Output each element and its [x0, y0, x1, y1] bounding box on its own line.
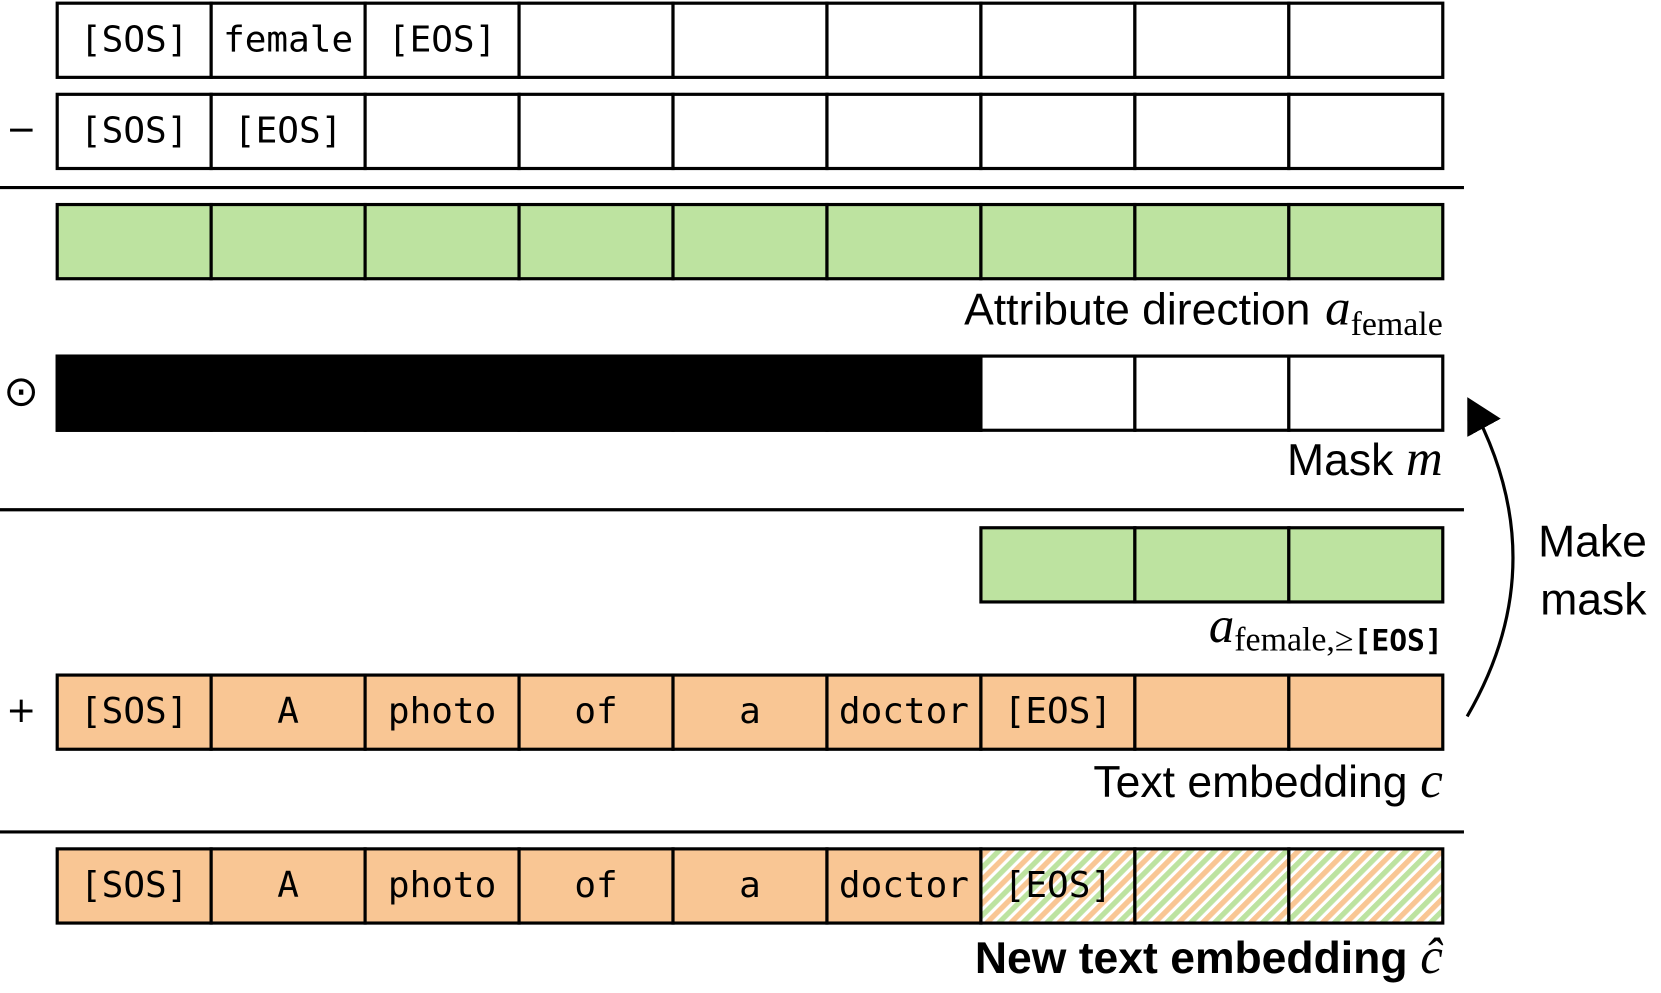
cell	[209, 673, 367, 751]
cell	[979, 92, 1137, 171]
cell	[1287, 847, 1445, 925]
cell	[1133, 202, 1291, 281]
cell	[825, 1, 983, 79]
token: [EOS]	[1004, 691, 1112, 732]
cell	[55, 92, 213, 171]
cell	[825, 202, 983, 281]
cell	[517, 202, 675, 281]
token: A	[277, 691, 299, 732]
token: [SOS]	[80, 691, 188, 732]
cell	[979, 1, 1137, 79]
token: [SOS]	[80, 110, 188, 151]
arrow-label: Make	[1538, 517, 1647, 566]
cell	[825, 847, 983, 925]
arrow-label: mask	[1540, 576, 1647, 625]
cell	[209, 202, 367, 281]
cell	[979, 202, 1137, 281]
cell	[363, 673, 521, 751]
token: photo	[388, 865, 496, 906]
cell	[671, 847, 829, 925]
cell	[55, 847, 213, 925]
token: photo	[388, 691, 496, 732]
cell	[209, 1, 367, 79]
cell	[1287, 92, 1445, 171]
cell	[363, 202, 521, 281]
token: [SOS]	[80, 19, 188, 60]
mask-block	[55, 354, 983, 432]
token: [EOS]	[1004, 865, 1112, 906]
cell	[517, 1, 675, 79]
cell	[979, 354, 1137, 432]
cell	[671, 1, 829, 79]
token: a	[739, 865, 761, 906]
cell	[671, 92, 829, 171]
operator: −	[6, 109, 36, 150]
operator: ⊙	[3, 367, 39, 416]
cell	[979, 673, 1137, 751]
token: of	[574, 865, 617, 906]
operator: +	[6, 690, 36, 731]
cell	[1287, 1, 1445, 79]
token: A	[277, 865, 299, 906]
cell	[1133, 526, 1291, 604]
cell	[1287, 526, 1445, 604]
cell	[671, 673, 829, 751]
cell	[363, 92, 521, 171]
token: doctor	[839, 865, 969, 906]
cell	[825, 673, 983, 751]
arrow	[1465, 397, 1515, 718]
label: Text embedding c	[1093, 752, 1443, 808]
cell	[209, 92, 367, 171]
cell	[363, 847, 521, 925]
cell	[517, 847, 675, 925]
token: [SOS]	[80, 865, 188, 906]
cell	[1133, 847, 1291, 925]
token: doctor	[839, 691, 969, 732]
cell	[979, 526, 1137, 604]
cell	[1287, 354, 1445, 432]
token: [EOS]	[388, 19, 496, 60]
token: female	[223, 19, 353, 60]
cell	[1133, 92, 1291, 171]
token: a	[739, 691, 761, 732]
cell	[517, 673, 675, 751]
cell	[979, 847, 1137, 925]
cell	[671, 202, 829, 281]
cell	[1287, 202, 1445, 281]
label: New text embedding ĉ	[975, 928, 1443, 984]
cell	[363, 1, 521, 79]
cell	[55, 673, 213, 751]
cell	[825, 92, 983, 171]
cell	[517, 92, 675, 171]
cell	[1287, 673, 1445, 751]
cell	[55, 1, 213, 79]
label: Attribute direction afemale	[964, 279, 1443, 343]
cell	[1133, 673, 1291, 751]
cell	[1133, 354, 1291, 432]
cell	[55, 202, 213, 281]
token: [EOS]	[234, 110, 342, 151]
separators	[0, 185, 1464, 834]
label: Mask m	[1287, 430, 1443, 486]
cell	[1133, 1, 1291, 79]
token: of	[574, 691, 617, 732]
label: afemale,≥[EOS]	[1209, 597, 1443, 658]
